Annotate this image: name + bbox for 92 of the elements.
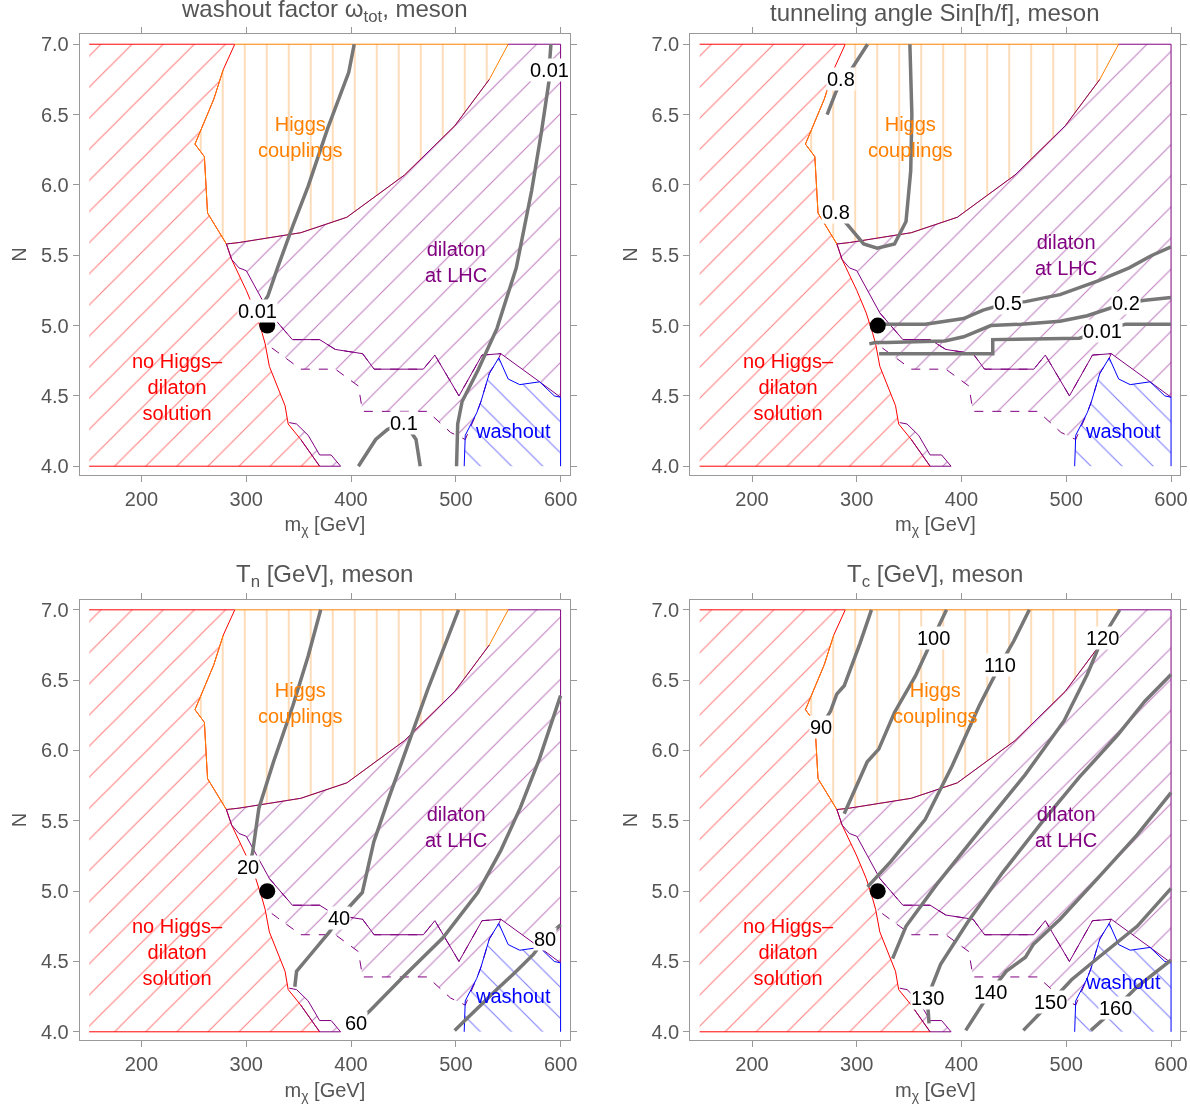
chart-title: tunneling angle Sin[h/f], meson: [770, 0, 1100, 26]
series-label: no Higgs– dilaton solution: [132, 915, 223, 989]
y-tick-label: 6.0: [40, 739, 69, 762]
y-tick-label: 5.5: [651, 244, 680, 267]
y-tick-label: 4.0: [40, 455, 69, 478]
y-tick-label: 6.0: [651, 739, 680, 762]
y-tick-label: 4.5: [40, 384, 69, 407]
point: [869, 317, 886, 334]
x-tick-label: 300: [840, 487, 874, 510]
y-tick-label: 7.0: [651, 598, 680, 621]
x-axis-title: m$_{χ}$ [GeV]: [284, 1078, 366, 1104]
y-tick-label: 5.0: [40, 880, 69, 903]
series-label: Higgs couplings: [258, 113, 343, 161]
x-tick-label: 400: [944, 1053, 979, 1076]
y-axis-title: N: [8, 247, 31, 262]
x-tick-label: 300: [840, 1053, 874, 1076]
series-label: dilaton at LHC: [1035, 231, 1098, 279]
x-tick-label: 600: [1154, 487, 1188, 510]
annotation: 80: [534, 928, 557, 950]
series-label: washout: [1085, 420, 1161, 442]
y-tick-label: 6.5: [40, 103, 69, 126]
y-tick-label: 5.5: [40, 244, 69, 267]
x-tick-label: 300: [229, 487, 263, 510]
annotation: 0.5: [994, 292, 1022, 314]
y-tick-label: 7.0: [40, 598, 69, 621]
series-label: washout: [475, 985, 551, 1007]
x-tick-label: 200: [735, 1053, 769, 1076]
y-axis-title: N: [618, 247, 641, 262]
annotation: 0.8: [822, 201, 850, 223]
series-label: no Higgs– dilaton solution: [132, 350, 223, 424]
y-tick-label: 5.0: [651, 880, 680, 903]
chart-title: T$_{c}$ [GeV], meson: [847, 560, 1024, 592]
series-label: washout: [1085, 971, 1161, 993]
y-tick-label: 5.5: [651, 809, 680, 832]
annotation: 0.8: [827, 68, 855, 90]
y-tick-label: 4.0: [651, 1020, 680, 1043]
x-tick-label: 600: [1154, 1053, 1188, 1076]
y-tick-label: 6.0: [651, 173, 680, 196]
y-tick-label: 6.5: [40, 669, 69, 692]
y-tick-label: 6.0: [40, 173, 69, 196]
series-label: washout: [475, 420, 551, 442]
series-label: Higgs couplings: [868, 113, 953, 161]
y-tick-label: 4.5: [40, 950, 69, 973]
y-tick-label: 5.0: [40, 314, 69, 337]
annotation: 20: [237, 856, 260, 878]
y-tick-label: 6.5: [651, 103, 680, 126]
annotation: 40: [328, 907, 351, 929]
line-series: [890, 608, 1122, 961]
x-axis-title: m$_{χ}$ [GeV]: [894, 1078, 976, 1104]
y-axis-title: N: [618, 812, 641, 828]
chart-title: washout factor ω$_{tot}$, meson: [181, 0, 468, 27]
x-tick-label: 500: [439, 487, 473, 510]
y-tick-label: 4.0: [40, 1020, 69, 1043]
point: [259, 883, 276, 900]
y-axis-title: N: [8, 812, 31, 828]
line-series: [963, 790, 1173, 1033]
line-series: [1021, 886, 1173, 1033]
series-label: dilaton at LHC: [425, 238, 488, 286]
y-tick-label: 4.5: [651, 384, 680, 407]
y-tick-label: 7.0: [651, 33, 680, 56]
x-tick-label: 200: [735, 487, 769, 510]
y-tick-label: 7.0: [40, 33, 69, 56]
x-tick-label: 200: [124, 487, 159, 510]
chart-title: T$_{n}$ [GeV], meson: [236, 560, 414, 592]
point: [869, 883, 886, 900]
x-tick-label: 400: [334, 1053, 368, 1076]
series-label: no Higgs– dilaton solution: [743, 915, 834, 989]
series-label: dilaton at LHC: [1035, 803, 1098, 851]
x-tick-label: 500: [1049, 487, 1083, 510]
annotation: 0.1: [390, 412, 418, 434]
y-tick-label: 6.5: [651, 669, 680, 692]
series-label: no Higgs– dilaton solution: [743, 350, 834, 424]
x-tick-label: 200: [124, 1053, 159, 1076]
series-label: Higgs couplings: [893, 679, 978, 727]
x-tick-label: 400: [334, 487, 368, 510]
x-tick-label: 500: [439, 1053, 473, 1076]
annotation: 90: [810, 716, 833, 738]
y-tick-label: 5.0: [651, 314, 680, 337]
annotation: 0.2: [1112, 292, 1140, 314]
x-tick-label: 500: [1049, 1053, 1083, 1076]
annotation: 60: [345, 1012, 368, 1034]
x-axis-title: m$_{χ}$ [GeV]: [284, 513, 366, 539]
x-tick-label: 600: [543, 487, 578, 510]
x-axis-title: m$_{χ}$ [GeV]: [894, 513, 976, 539]
x-tick-label: 300: [229, 1053, 263, 1076]
y-tick-label: 4.5: [651, 950, 680, 973]
x-tick-label: 400: [944, 487, 979, 510]
x-tick-label: 600: [543, 1053, 578, 1076]
y-tick-label: 5.5: [40, 809, 69, 832]
y-tick-label: 4.0: [651, 455, 680, 478]
series-label: Higgs couplings: [258, 679, 343, 727]
series-label: dilaton at LHC: [425, 803, 488, 851]
